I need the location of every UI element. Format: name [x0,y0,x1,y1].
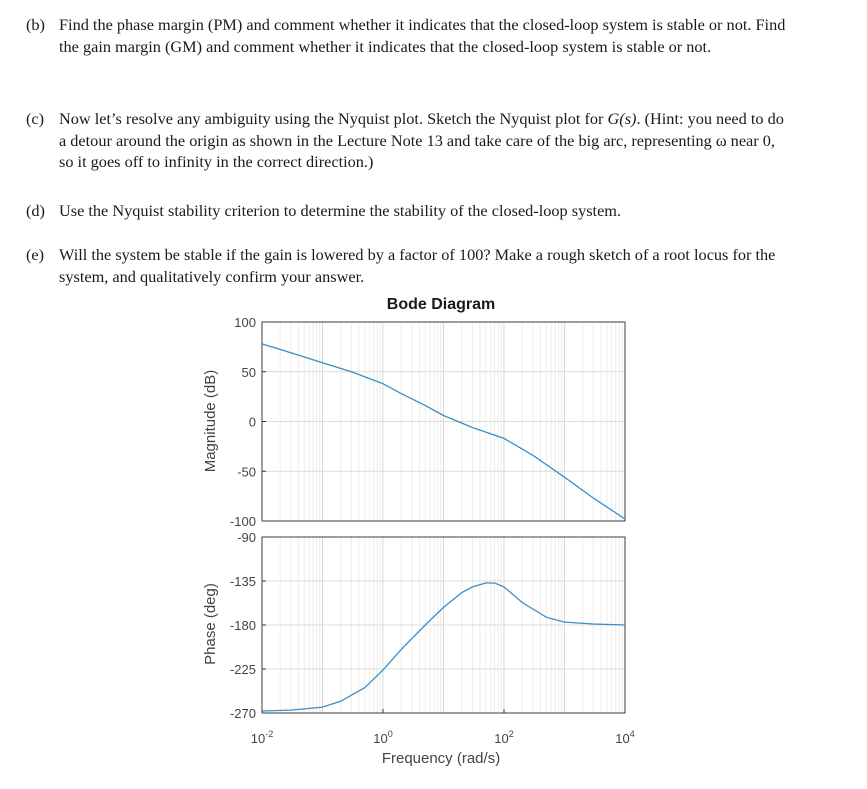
x-tick-exponent: -2 [265,729,273,739]
magnitude-axis-label: Magnitude (dB) [202,370,219,473]
question-text-part: . (Hint: you need to do a detour around … [59,109,784,171]
panel-frame [261,321,626,522]
question-label: (d) [26,201,45,220]
question-text-part: Now let’s resolve any ambiguity using th… [59,109,608,128]
y-tick-label: -225 [230,662,256,677]
y-tick-label: -135 [230,574,256,589]
x-tick-exponent: 4 [630,729,635,739]
x-tick-label: 10-2 [251,729,273,746]
question-label: (c) [26,109,45,128]
y-tick-label: -180 [230,618,256,633]
y-tick-label: 50 [242,365,256,380]
chart-title: Bode Diagram [387,296,495,313]
phase-panel: -90 -135 -180 -225 -270 [230,530,626,721]
question-c: (c) Now let’s resolve any ambiguity usin… [26,108,786,173]
y-tick-label: -270 [230,706,256,721]
question-d: (d) Use the Nyquist stability criterion … [26,200,786,222]
y-tick-label: -50 [237,464,256,479]
magnitude-panel: 100 50 0 -50 -100 [230,315,626,529]
x-tick-exponent: 0 [388,729,393,739]
x-tick-label: 104 [615,729,634,746]
question-label: (b) [26,15,45,34]
question-text: Now let’s resolve any ambiguity using th… [59,108,786,173]
phase-axis-label: Phase (deg) [202,583,219,665]
question-text: Will the system be stable if the gain is… [59,245,776,286]
question-label: (e) [26,245,45,264]
x-axis-label: Frequency (rad/s) [382,750,500,767]
x-tick-label: 100 [373,729,392,746]
math-expression: G(s) [607,109,637,128]
x-tick-label: 102 [494,729,513,746]
question-text: Use the Nyquist stability criterion to d… [59,201,622,220]
x-tick-labels: 10-2 100 102 104 [251,709,635,746]
y-tick-label: -100 [230,514,256,529]
question-text: Find the phase margin (PM) and comment w… [59,15,786,56]
y-tick-label: 100 [234,315,256,330]
question-b: (b) Find the phase margin (PM) and comme… [26,14,786,57]
x-tick-exponent: 2 [509,729,514,739]
question-e: (e) Will the system be stable if the gai… [26,244,786,287]
y-tick-label: 0 [249,415,256,430]
phase-response-line [261,582,626,712]
magnitude-response-line [261,343,626,520]
y-tick-label: -90 [237,530,256,545]
